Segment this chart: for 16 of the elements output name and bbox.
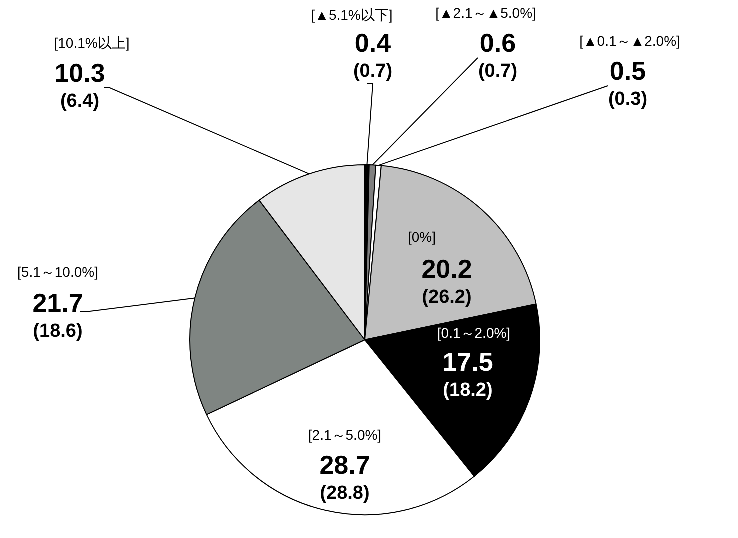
slice-label: [▲5.1%以下] — [311, 7, 393, 23]
data-label: 0.4 (0.7) — [353, 28, 393, 82]
slice-label: [0.1～2.0%] — [437, 325, 511, 341]
data-label: 0.5 (0.3) — [608, 56, 648, 110]
slice-label: [2.1～5.0%] — [308, 427, 382, 443]
data-label: 20.2 (26.2) — [422, 254, 472, 308]
data-label: 21.7 (18.6) — [32, 288, 84, 342]
data-label: 0.6 (0.7) — [478, 28, 518, 82]
data-label: 17.5 (18.2) — [442, 347, 494, 401]
slice-label: [0%] — [408, 229, 436, 245]
slice-label: [▲0.1～▲2.0%] — [580, 33, 680, 49]
slice-label: [10.1%以上] — [54, 35, 130, 51]
slice-label: [5.1～10.0%] — [18, 264, 98, 280]
data-label: 28.7 (28.8) — [320, 450, 370, 504]
data-label: 10.3 (6.4) — [54, 58, 106, 112]
slice-label: [▲2.1～▲5.0%] — [436, 5, 536, 21]
